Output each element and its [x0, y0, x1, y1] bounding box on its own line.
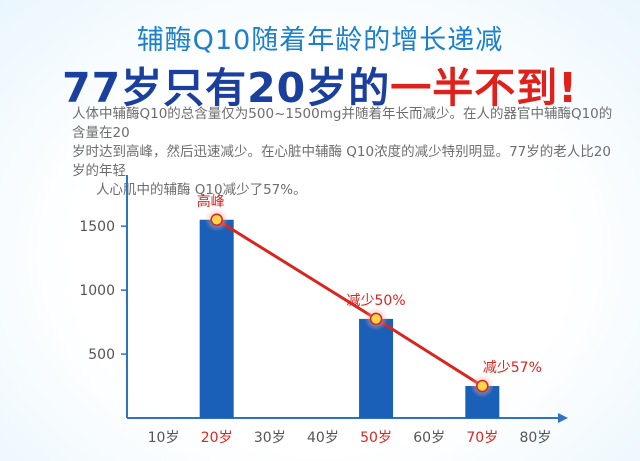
x-tick-label: 80岁 [520, 430, 552, 446]
annotation-label: 高峰 [197, 193, 225, 210]
x-tick-label: 20岁 [201, 430, 233, 446]
x-tick-label: 50岁 [360, 430, 392, 446]
headline: 77岁只有20岁的一半不到! [0, 54, 640, 114]
y-tick-label: 500 [88, 347, 115, 363]
bar-50岁 [359, 318, 394, 418]
chart-title: 辅酶Q10随着年龄的增长递减 [136, 25, 504, 56]
x-tick-label: 10岁 [148, 430, 180, 446]
data-point-20岁 [210, 213, 223, 227]
x-tick-label: 40岁 [307, 430, 339, 446]
annotation-label: 减少50% [347, 293, 406, 309]
x-tick-label: 60岁 [413, 430, 445, 446]
headline-part1: 77岁只有20岁的 [62, 64, 391, 112]
x-tick-label: 70岁 [466, 430, 498, 446]
description-line-3: 人心肌中的辅酶 Q10减少了57%。 [96, 182, 307, 198]
data-point-70岁 [476, 379, 489, 393]
description-line-1: 人体中辅酶Q10的总含量仅为500~1500mg并随着年长而减少。在人的器官中辅… [72, 106, 613, 141]
headline-highlight: 一半不到! [390, 64, 578, 112]
description: 人体中辅酶Q10的总含量仅为500~1500mg并随着年长而减少。在人的器官中辅… [72, 105, 616, 200]
x-tick-label: 30岁 [254, 430, 286, 446]
x-axis-arrow [558, 413, 568, 423]
annotation-label: 减少57% [483, 360, 542, 376]
y-tick-label: 1000 [79, 283, 115, 299]
y-tick-label: 1500 [79, 219, 115, 235]
description-line-2: 岁时达到高峰，然后迅速减少。在心脏中辅酶 Q10浓度的减少特别明显。77岁的老人… [72, 144, 611, 179]
data-point-50岁 [369, 312, 383, 326]
bar-20岁 [199, 219, 234, 418]
